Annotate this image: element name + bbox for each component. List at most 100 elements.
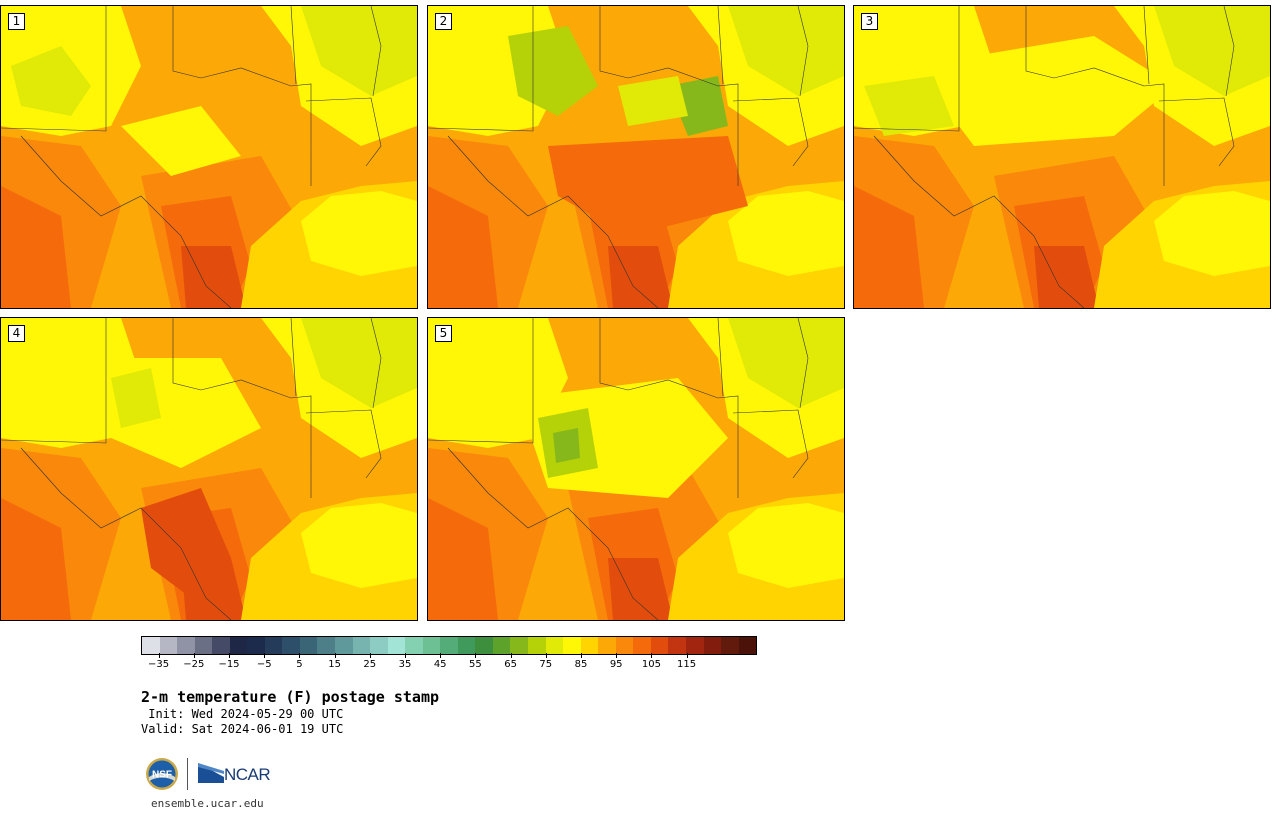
colorbar-tick-label: 105 [641,659,661,670]
colorbar-swatch [457,637,476,654]
colorbar-tick [475,653,477,658]
colorbar-swatch [492,637,511,654]
colorbar-swatch [475,637,493,654]
logo-group: NSF NCAR [145,756,285,792]
colorbar-tick [651,653,653,658]
temperature-region [728,318,844,408]
colorbar-tick-label: 45 [433,659,447,670]
colorbar-swatch [229,637,248,654]
temperature-region [111,368,161,428]
colorbar-tick [193,653,195,658]
colorbar-tick [616,653,618,658]
colorbar-tick-label: 15 [328,659,341,670]
temperature-region [914,36,1174,146]
temperature-region [864,76,954,136]
colorbar-swatch [177,637,195,654]
colorbar-tick [686,653,688,658]
map-panel-4: 4 [0,317,418,621]
colorbar-swatch [598,637,616,654]
temperature-region [728,191,844,276]
colorbar-tick-label: 55 [469,659,482,670]
colorbar-swatch [159,637,178,654]
colorbar-tick-label: 85 [574,659,588,670]
temperature-region [608,246,673,308]
site-url: ensemble.ucar.edu [151,797,264,810]
temperature-region [301,503,417,588]
colorbar-swatch [142,637,160,654]
colorbar-tick [369,653,371,658]
colorbar-swatch [422,637,441,654]
colorbar-swatch [703,637,722,654]
colorbar-swatch [563,637,581,654]
colorbar-ticks: −35 −25 −15 −5 5 15 25 35 45 55 65 75 85 95 105 115 [141,653,757,673]
colorbar-tick [510,653,512,658]
temperature-region [1034,246,1099,308]
colorbar-tick [264,653,266,658]
member-label: 1 [8,13,25,30]
valid-time: Valid: Sat 2024-06-01 19 UTC [141,722,344,736]
colorbar-tick [229,653,230,658]
colorbar-tick [545,653,547,658]
state-borders [1,6,382,308]
colorbar-tick-label: 75 [539,659,553,670]
colorbar-swatch [650,637,669,654]
colorbar-tick-label: 25 [363,659,377,670]
temperature-region [428,186,498,308]
state-borders [428,6,809,308]
colorbar-swatch [282,637,300,654]
colorbar-tick-label: −15 [218,659,240,670]
colorbar-swatch [685,637,704,654]
logo-divider [187,758,188,790]
map-field [854,6,1270,308]
colorbar-swatch [264,637,283,654]
state-borders [428,318,809,620]
temperature-region [608,558,673,620]
colorbar [141,636,757,655]
colorbar-tick-label: −5 [256,659,272,670]
colorbar-swatch [615,637,634,654]
colorbar-swatch [247,637,265,654]
colorbar-swatch [352,637,371,654]
colorbar-swatch [528,637,546,654]
temperature-region [668,76,728,136]
colorbar-swatch [387,637,406,654]
colorbar-swatch [317,637,336,654]
colorbar-swatch [545,637,564,654]
temperature-region [181,246,246,308]
colorbar-swatch [212,637,230,654]
member-label: 5 [435,325,452,342]
temperature-region [728,6,844,96]
ncar-logo-text: NCAR [224,765,271,784]
colorbar-swatch [721,637,739,654]
temperature-region [553,428,580,463]
map-panel-2: 2 [427,5,845,309]
state-borders [1,318,382,620]
colorbar-tick-label: 65 [504,659,517,670]
map-field [428,6,844,308]
plot-title: 2-m temperature (F) postage stamp [141,688,440,706]
nsf-logo-text: NSF [152,770,172,781]
map-panel-3: 3 [853,5,1271,309]
temperature-region [1154,6,1270,96]
temperature-region [301,318,417,408]
member-label: 2 [435,13,452,30]
map-field [428,318,844,620]
temperature-region [618,76,688,126]
temperature-region [428,498,498,620]
colorbar-swatch [335,637,353,654]
colorbar-swatch [633,637,651,654]
map-field [1,6,417,308]
temperature-region [508,26,598,116]
colorbar-tick [440,653,442,658]
temperature-region [728,503,844,588]
colorbar-swatch [738,637,757,654]
colorbar-tick [405,653,406,658]
colorbar-tick [581,653,582,658]
colorbar-tick [158,653,160,658]
temperature-region [11,46,91,116]
temperature-region [854,186,924,308]
state-borders [854,6,1235,308]
ncar-logo-mark [198,763,224,783]
temperature-region [301,191,417,276]
colorbar-tick-label: 35 [398,659,412,670]
